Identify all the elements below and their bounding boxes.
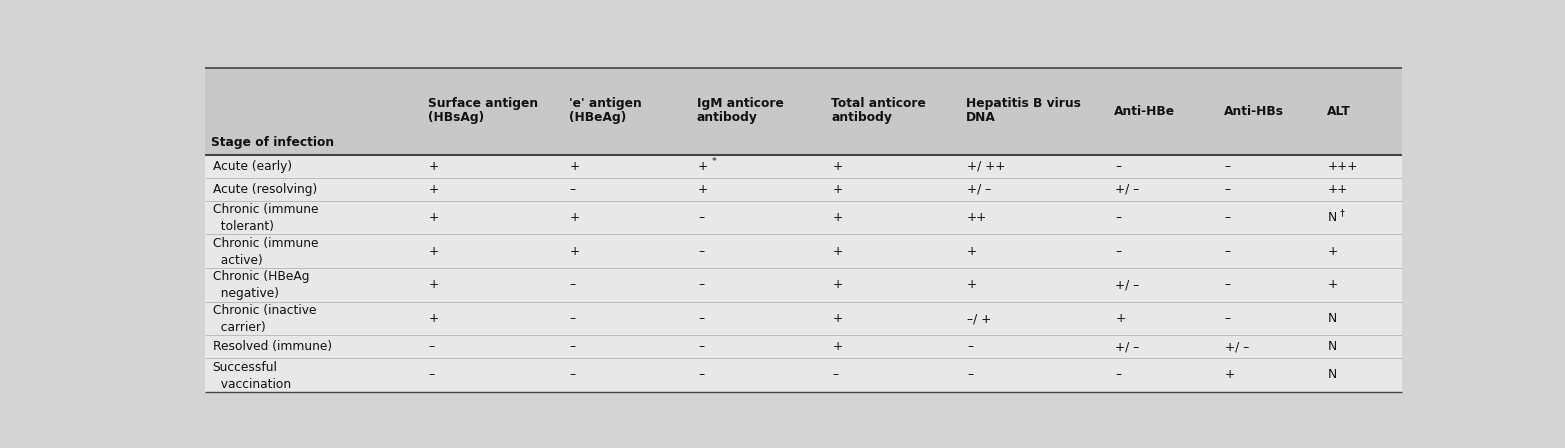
Text: N: N (1329, 211, 1337, 224)
Text: antibody: antibody (831, 111, 892, 124)
Text: Anti-HBs: Anti-HBs (1224, 105, 1283, 118)
Text: +: + (833, 312, 842, 325)
Text: –: – (1225, 245, 1232, 258)
Text: Total anticore: Total anticore (831, 97, 926, 110)
Text: –: – (429, 369, 435, 382)
Text: –/ +: –/ + (967, 312, 991, 325)
Text: –: – (833, 369, 839, 382)
Text: –: – (570, 278, 576, 291)
Text: N: N (1329, 312, 1337, 325)
Text: +: + (1329, 278, 1338, 291)
Text: –: – (570, 183, 576, 196)
Text: *: * (712, 157, 717, 166)
Text: +++: +++ (1329, 160, 1358, 173)
Text: –: – (1116, 369, 1122, 382)
Text: N: N (1329, 369, 1337, 382)
Text: Hepatitis B virus: Hepatitis B virus (966, 97, 1081, 110)
Text: +: + (1116, 312, 1125, 325)
Text: –: – (698, 245, 704, 258)
Text: +: + (833, 278, 842, 291)
Text: Chronic (HBeAg
  negative): Chronic (HBeAg negative) (213, 271, 310, 301)
Text: –: – (570, 312, 576, 325)
Text: –: – (1225, 183, 1232, 196)
Text: +/ –: +/ – (1225, 340, 1249, 353)
Text: +: + (429, 245, 440, 258)
Text: –: – (1225, 312, 1232, 325)
Text: Acute (early): Acute (early) (213, 160, 291, 173)
Text: +: + (967, 245, 977, 258)
Text: antibody: antibody (696, 111, 757, 124)
Text: –: – (1225, 211, 1232, 224)
Text: Chronic (immune
  active): Chronic (immune active) (213, 237, 318, 267)
Text: +: + (833, 183, 842, 196)
Text: Chronic (immune
  tolerant): Chronic (immune tolerant) (213, 203, 318, 233)
Text: –: – (1225, 160, 1232, 173)
Text: –: – (1116, 245, 1122, 258)
Text: +: + (429, 160, 440, 173)
Text: –: – (698, 340, 704, 353)
Text: –: – (570, 369, 576, 382)
Text: +/ –: +/ – (1116, 340, 1139, 353)
Text: +: + (1329, 245, 1338, 258)
Text: +: + (429, 211, 440, 224)
Text: +: + (698, 183, 707, 196)
Text: +: + (833, 211, 842, 224)
Text: +/ –: +/ – (1116, 183, 1139, 196)
Text: +: + (570, 211, 581, 224)
Text: (HBsAg): (HBsAg) (427, 111, 484, 124)
Text: Surface antigen: Surface antigen (427, 97, 538, 110)
Text: +: + (1225, 369, 1235, 382)
Text: Successful
  vaccination: Successful vaccination (213, 361, 291, 391)
Text: –: – (698, 312, 704, 325)
Text: +: + (967, 278, 977, 291)
Text: –: – (698, 211, 704, 224)
Text: +: + (429, 278, 440, 291)
Text: ALT: ALT (1327, 105, 1351, 118)
Text: (HBeAg): (HBeAg) (568, 111, 626, 124)
Text: †: † (1340, 208, 1344, 217)
Text: +: + (833, 160, 842, 173)
Text: –: – (1225, 278, 1232, 291)
Text: –: – (698, 369, 704, 382)
Text: Anti-HBe: Anti-HBe (1114, 105, 1175, 118)
Text: DNA: DNA (966, 111, 995, 124)
Text: ++: ++ (1329, 183, 1347, 196)
Text: +/ ++: +/ ++ (967, 160, 1005, 173)
Text: Acute (resolving): Acute (resolving) (213, 183, 316, 196)
Text: +/ –: +/ – (1116, 278, 1139, 291)
Text: –: – (698, 278, 704, 291)
Text: N: N (1329, 340, 1337, 353)
FancyBboxPatch shape (205, 155, 1402, 392)
Text: Stage of infection: Stage of infection (211, 136, 335, 149)
Text: –: – (1116, 211, 1122, 224)
Text: Resolved (immune): Resolved (immune) (213, 340, 332, 353)
Text: Chronic (inactive
  carrier): Chronic (inactive carrier) (213, 304, 316, 334)
Text: +: + (429, 312, 440, 325)
Text: 'e' antigen: 'e' antigen (568, 97, 642, 110)
Text: –: – (1116, 160, 1122, 173)
Text: +: + (833, 340, 842, 353)
Text: –: – (570, 340, 576, 353)
Text: IgM anticore: IgM anticore (696, 97, 784, 110)
FancyBboxPatch shape (205, 68, 1402, 155)
Text: ++: ++ (967, 211, 988, 224)
Text: –: – (967, 340, 973, 353)
Text: +: + (570, 245, 581, 258)
Text: +/ –: +/ – (967, 183, 991, 196)
Text: +: + (570, 160, 581, 173)
Text: +: + (698, 160, 707, 173)
Text: +: + (429, 183, 440, 196)
Text: –: – (429, 340, 435, 353)
Text: +: + (833, 245, 842, 258)
Text: –: – (967, 369, 973, 382)
